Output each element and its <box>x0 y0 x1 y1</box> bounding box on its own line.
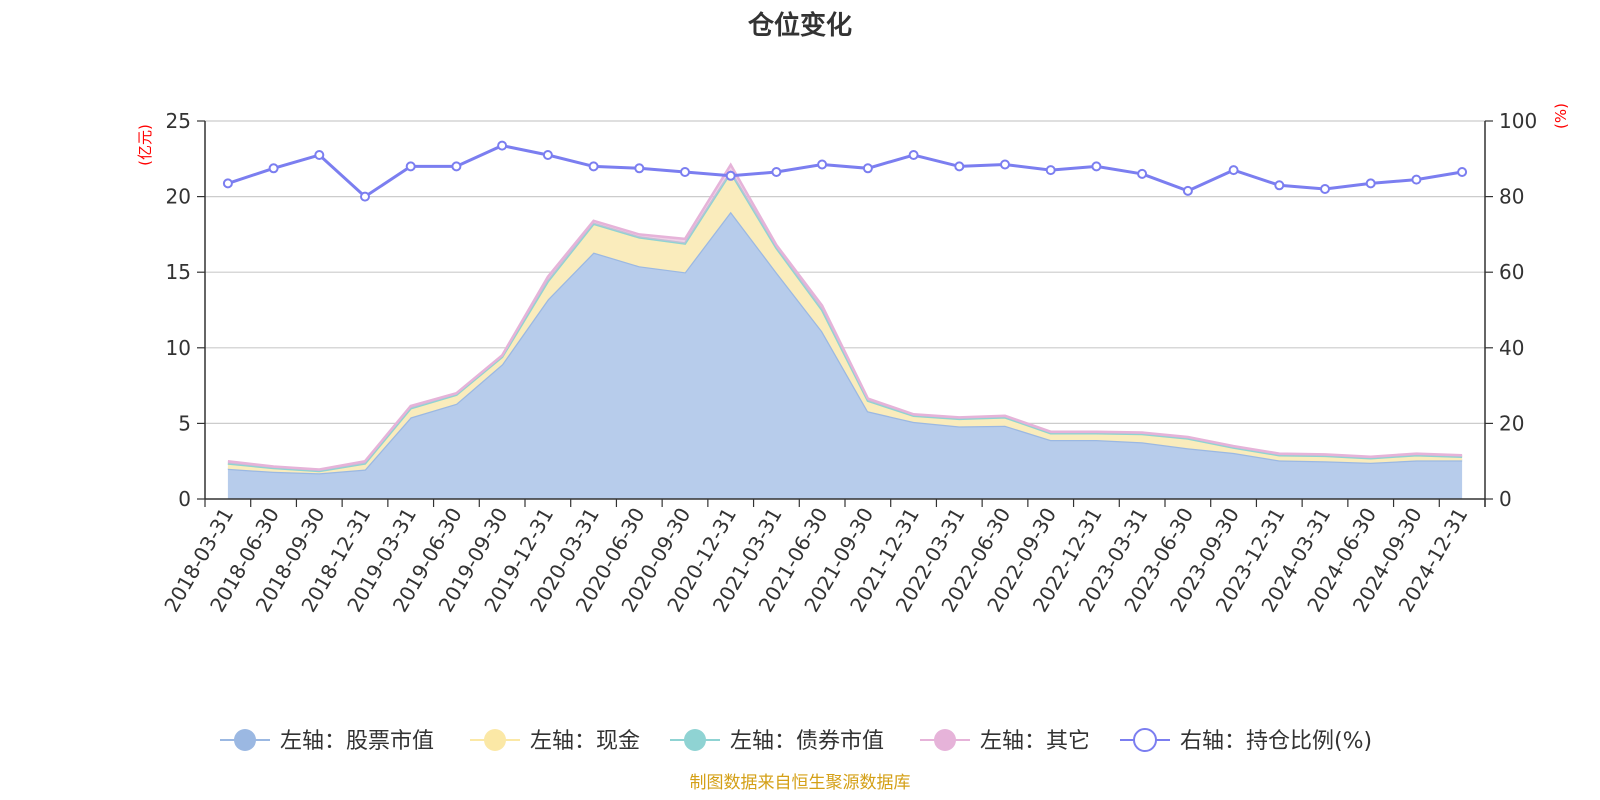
ratio-point <box>588 161 599 172</box>
legend-label: 左轴：其它 <box>980 729 1090 754</box>
ratio-point <box>680 167 690 177</box>
legend-marker <box>484 729 506 751</box>
legend-label: 右轴：持仓比例(%) <box>1180 729 1372 754</box>
ratio-point <box>1457 167 1468 177</box>
right-axis-tick-label: 80 <box>1499 185 1524 209</box>
legend-marker <box>1133 728 1157 752</box>
left-axis-tick-label: 25 <box>166 109 191 133</box>
ratio-point <box>1365 178 1376 189</box>
ratio-point <box>222 178 233 189</box>
ratio-point <box>1274 180 1285 191</box>
ratio-line-layer <box>222 140 1468 202</box>
left-axis-unit: (亿元) <box>136 124 154 166</box>
left-axis-tick-label: 10 <box>166 336 191 360</box>
area-stock <box>227 211 1463 499</box>
ratio-point <box>405 161 416 172</box>
ratio-point <box>1411 174 1422 185</box>
ratio-point <box>954 161 965 172</box>
chart-title: 仓位变化 <box>747 10 852 41</box>
ratio-point <box>314 150 325 160</box>
ratio-point <box>542 150 553 160</box>
left-axis-tick-label: 0 <box>178 487 191 511</box>
legend-item[interactable]: 左轴：债券市值 <box>670 729 884 754</box>
ratio-point <box>451 161 462 172</box>
ratio-point <box>908 150 919 160</box>
ratio-point <box>817 159 828 170</box>
right-axis-tick-label: 60 <box>1499 260 1524 284</box>
right-axis-tick-label: 100 <box>1499 109 1537 133</box>
ratio-point <box>1137 168 1148 179</box>
legend-item[interactable]: 右轴：持仓比例(%) <box>1120 728 1372 754</box>
ratio-point <box>771 167 782 177</box>
grid-lines <box>205 120 1485 424</box>
left-axis-tick-label: 20 <box>166 185 191 209</box>
legend-marker <box>234 729 256 751</box>
legend-marker <box>684 729 706 751</box>
legend-label: 左轴：股票市值 <box>280 729 434 754</box>
ratio-point <box>1228 165 1239 176</box>
right-axis-tick-label: 0 <box>1499 487 1512 511</box>
ratio-point <box>634 163 645 174</box>
right-axis-tick-label: 20 <box>1499 411 1524 435</box>
legend-label: 左轴：债券市值 <box>730 729 884 754</box>
legend[interactable]: 左轴：股票市值 左轴：现金 左轴：债券市值 左轴：其它 右轴：持仓比例(%) <box>220 728 1372 754</box>
ratio-point <box>1320 184 1330 194</box>
ratio-line <box>227 144 1463 199</box>
data-source-note: 制图数据来自恒生聚源数据库 <box>690 773 911 793</box>
ratio-point <box>862 163 873 174</box>
legend-label: 左轴：现金 <box>530 729 640 754</box>
legend-marker <box>934 729 956 751</box>
left-axis-tick-label: 15 <box>166 260 191 284</box>
area-line-other <box>227 162 1463 471</box>
ratio-point <box>268 163 279 174</box>
stacked-areas <box>227 162 1463 499</box>
ratio-point <box>360 191 370 202</box>
ratio-point <box>1182 185 1193 196</box>
ratio-point <box>1045 165 1056 176</box>
left-axis-tick-label: 5 <box>178 411 191 435</box>
ratio-point <box>497 140 508 151</box>
ratio-point <box>1091 161 1102 172</box>
legend-item[interactable]: 左轴：其它 <box>920 729 1090 754</box>
legend-item[interactable]: 左轴：现金 <box>470 729 640 754</box>
ratio-point <box>725 170 736 181</box>
ratio-point <box>1000 159 1010 170</box>
right-axis-unit: (%) <box>1552 103 1570 129</box>
legend-item[interactable]: 左轴：股票市值 <box>220 729 434 754</box>
right-axis-tick-label: 40 <box>1499 336 1524 360</box>
